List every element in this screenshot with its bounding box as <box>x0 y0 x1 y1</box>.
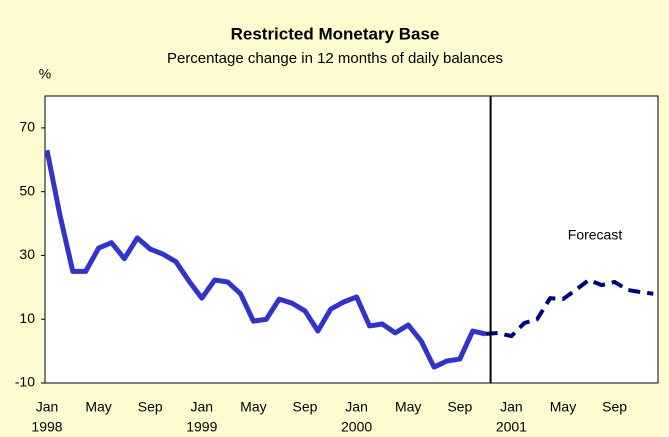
x-tick-label: May <box>85 399 111 415</box>
x-year-label: 2000 <box>341 419 372 435</box>
x-tick-label: Sep <box>138 399 163 415</box>
plot-area <box>44 95 659 384</box>
y-tick-label: -10 <box>15 374 35 390</box>
x-tick-label: Jan <box>36 399 59 415</box>
x-year-label: 1998 <box>31 419 62 435</box>
x-tick-label: May <box>395 399 421 415</box>
series-line <box>485 277 654 339</box>
x-tick-label: Jan <box>500 399 523 415</box>
x-tick-label: Sep <box>602 399 627 415</box>
series-line <box>44 149 487 370</box>
chart-subtitle: Percentage change in 12 months of daily … <box>167 50 503 67</box>
x-tick-label: Jan <box>345 399 368 415</box>
annotation: Forecast <box>568 227 623 243</box>
x-year-label: 1999 <box>186 419 217 435</box>
x-tick-label: Sep <box>447 399 472 415</box>
y-tick-label: 30 <box>19 246 35 262</box>
y-tick-label: 10 <box>19 310 35 326</box>
x-year-label: 2001 <box>496 419 527 435</box>
y-tick-label: 50 <box>19 182 35 198</box>
y-unit: % <box>39 66 51 82</box>
x-tick-label: May <box>240 399 266 415</box>
x-tick-label: Jan <box>191 399 214 415</box>
x-tick-label: Sep <box>293 399 318 415</box>
chart-title: Restricted Monetary Base <box>231 24 440 43</box>
y-tick-label: 70 <box>19 119 35 135</box>
x-tick-label: May <box>550 399 576 415</box>
